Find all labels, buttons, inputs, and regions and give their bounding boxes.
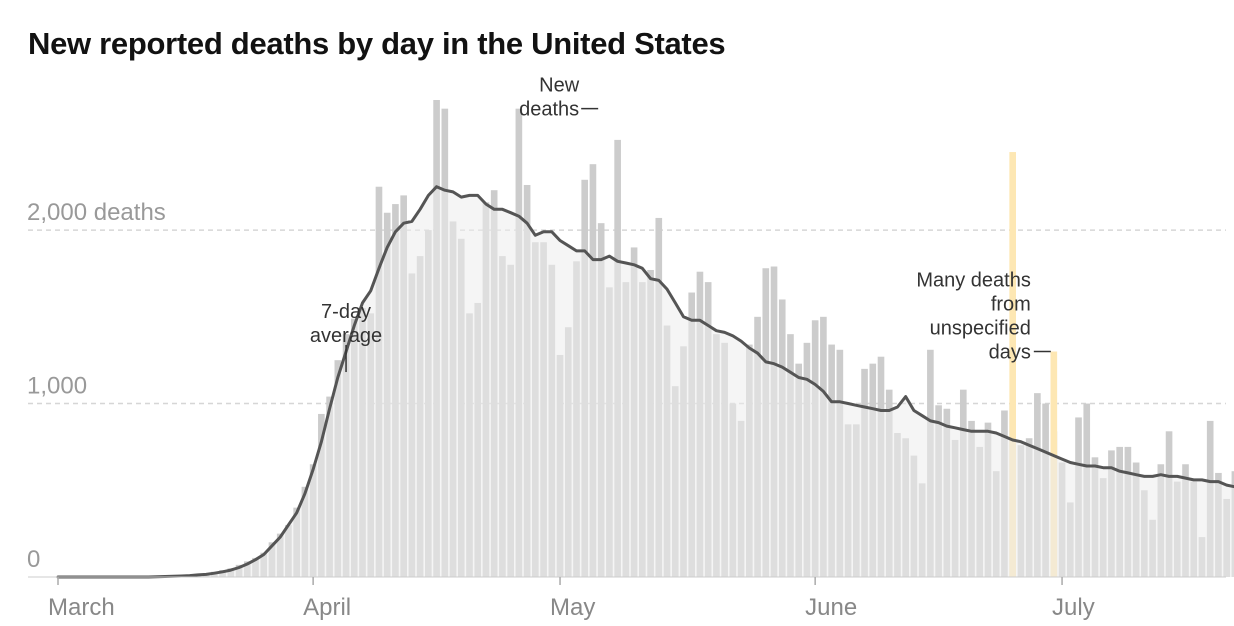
annotation-text: 7-day [321, 301, 371, 323]
annotation-text: days [989, 342, 1031, 364]
annotation-text: from [991, 294, 1031, 316]
annotation-text: deaths [519, 99, 579, 121]
x-tick-label: June [805, 594, 857, 621]
x-axis: March April May June July [48, 577, 1095, 621]
y-axis-labels: 0 1,000 2,000 deaths [27, 199, 166, 573]
annotation-text: average [310, 325, 382, 347]
chart-title: New reported deaths by day in the United… [28, 26, 726, 61]
x-tick-label: March [48, 594, 115, 621]
y-tick-label: 0 [27, 546, 40, 573]
x-tick-label: April [303, 594, 351, 621]
average-area [58, 186, 1234, 577]
annotation-text: unspecified [930, 318, 1031, 340]
average-line [56, 185, 1234, 579]
annotation-text: Many deaths [916, 270, 1031, 292]
x-tick-label: May [550, 594, 595, 621]
bar-unspecified [1009, 152, 1016, 577]
annotation-text: New [539, 75, 580, 97]
y-tick-label: 2,000 deaths [27, 199, 166, 226]
y-tick-label: 1,000 [27, 373, 87, 400]
x-tick-label: July [1052, 594, 1095, 621]
